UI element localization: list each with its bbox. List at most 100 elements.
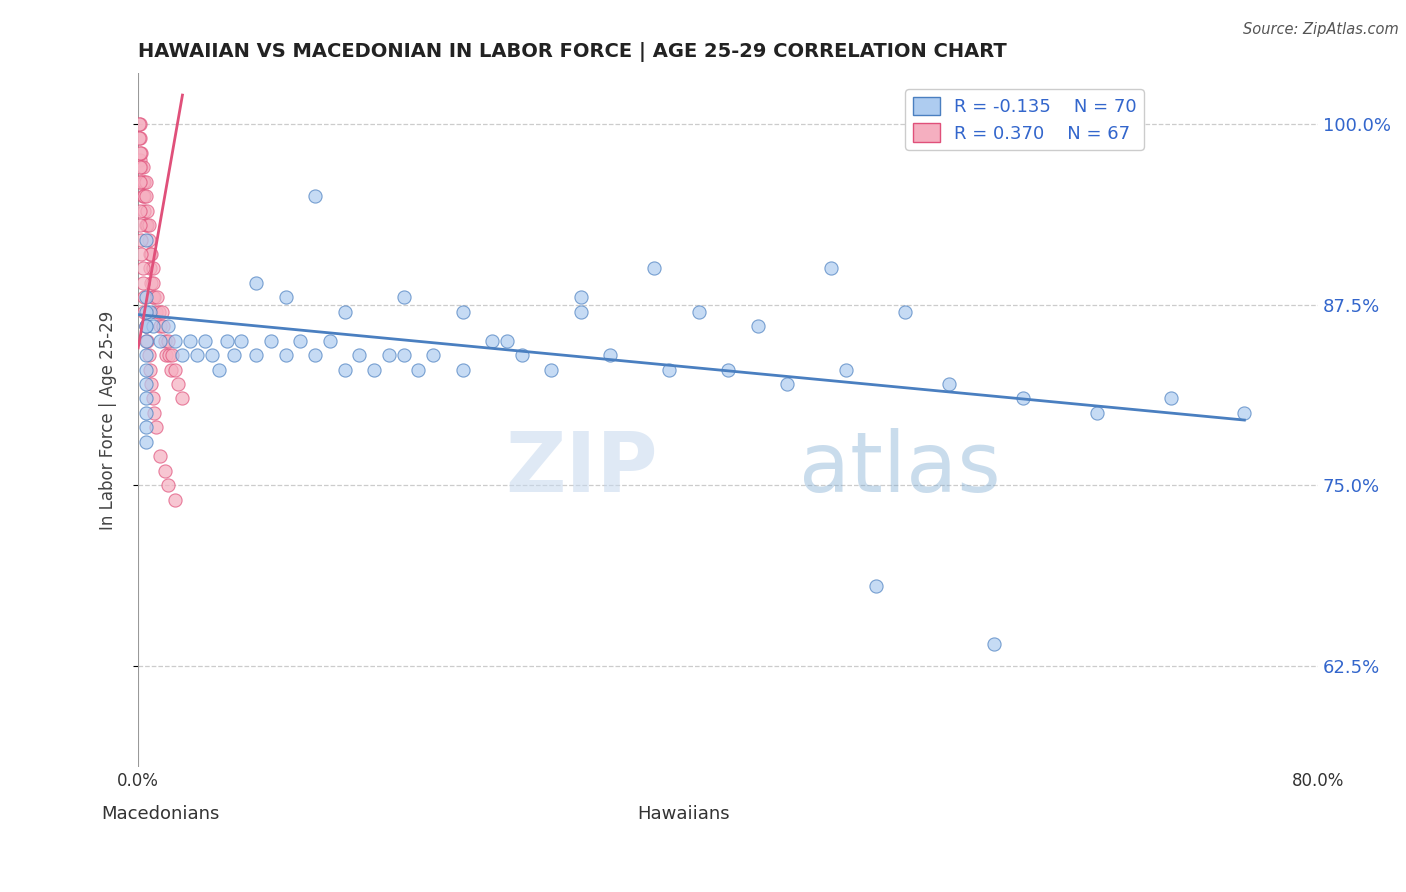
Point xyxy=(245,276,267,290)
Point xyxy=(392,348,415,362)
Point xyxy=(245,348,267,362)
Point xyxy=(363,362,385,376)
Point xyxy=(135,334,157,348)
Point xyxy=(135,290,157,304)
Point xyxy=(138,218,160,232)
Point xyxy=(135,189,157,203)
Point xyxy=(186,348,208,362)
Point xyxy=(717,362,740,376)
Point xyxy=(142,261,165,276)
Point xyxy=(153,464,176,478)
Point xyxy=(451,362,474,376)
Point xyxy=(131,261,153,276)
Point xyxy=(131,175,153,189)
Point xyxy=(983,637,1005,651)
Point xyxy=(129,145,152,160)
Point xyxy=(157,348,180,362)
Point xyxy=(135,406,157,420)
Point xyxy=(260,334,283,348)
Point xyxy=(165,334,187,348)
Point xyxy=(894,304,917,318)
Point xyxy=(141,376,163,391)
Point xyxy=(145,304,167,318)
Point xyxy=(1233,406,1256,420)
Point xyxy=(146,290,169,304)
Point xyxy=(496,334,519,348)
Point xyxy=(304,348,326,362)
Point xyxy=(135,376,157,391)
Point xyxy=(165,362,187,376)
Point xyxy=(215,334,238,348)
Point xyxy=(132,175,155,189)
Point xyxy=(208,362,231,376)
Point xyxy=(156,334,179,348)
Point xyxy=(128,153,150,167)
Point xyxy=(150,304,173,318)
Point xyxy=(143,290,166,304)
Point xyxy=(179,334,201,348)
Point xyxy=(820,261,842,276)
Point xyxy=(135,434,157,449)
Point xyxy=(349,348,371,362)
Point xyxy=(135,319,157,334)
Point xyxy=(392,290,415,304)
Point xyxy=(139,362,162,376)
Point xyxy=(172,348,194,362)
Point xyxy=(142,319,165,334)
Y-axis label: In Labor Force | Age 25-29: In Labor Force | Age 25-29 xyxy=(100,310,117,530)
Point xyxy=(139,261,162,276)
Point xyxy=(422,348,444,362)
Point xyxy=(540,362,562,376)
Point xyxy=(155,348,177,362)
Point xyxy=(138,348,160,362)
Point xyxy=(142,290,165,304)
Point xyxy=(135,304,157,318)
Point xyxy=(688,304,710,318)
Point xyxy=(451,304,474,318)
Point xyxy=(319,334,342,348)
Point xyxy=(481,334,503,348)
Point xyxy=(274,290,297,304)
Point xyxy=(129,247,152,261)
Point xyxy=(132,290,155,304)
Point xyxy=(865,579,887,593)
Point xyxy=(599,348,621,362)
Point xyxy=(135,319,157,334)
Point xyxy=(132,203,155,218)
Point xyxy=(145,420,167,434)
Point xyxy=(172,392,194,406)
Point xyxy=(333,362,356,376)
Point xyxy=(135,392,157,406)
Point xyxy=(135,233,157,247)
Text: Hawaiians: Hawaiians xyxy=(637,805,730,823)
Point xyxy=(658,362,681,376)
Point xyxy=(131,276,153,290)
Point xyxy=(128,117,150,131)
Point xyxy=(231,334,253,348)
Point xyxy=(132,189,155,203)
Point xyxy=(1012,392,1035,406)
Point xyxy=(159,362,181,376)
Point xyxy=(128,175,150,189)
Point xyxy=(510,348,533,362)
Point xyxy=(149,334,172,348)
Text: Macedonians: Macedonians xyxy=(101,805,219,823)
Point xyxy=(304,189,326,203)
Point xyxy=(408,362,430,376)
Point xyxy=(136,334,159,348)
Point xyxy=(135,348,157,362)
Point xyxy=(167,376,190,391)
Point xyxy=(142,276,165,290)
Point xyxy=(165,492,187,507)
Point xyxy=(160,348,183,362)
Point xyxy=(148,304,170,318)
Point xyxy=(128,145,150,160)
Point xyxy=(135,420,157,434)
Point xyxy=(222,348,245,362)
Point xyxy=(128,175,150,189)
Point xyxy=(149,319,172,334)
Point xyxy=(129,161,152,175)
Point xyxy=(135,175,157,189)
Point xyxy=(193,334,215,348)
Point xyxy=(136,218,159,232)
